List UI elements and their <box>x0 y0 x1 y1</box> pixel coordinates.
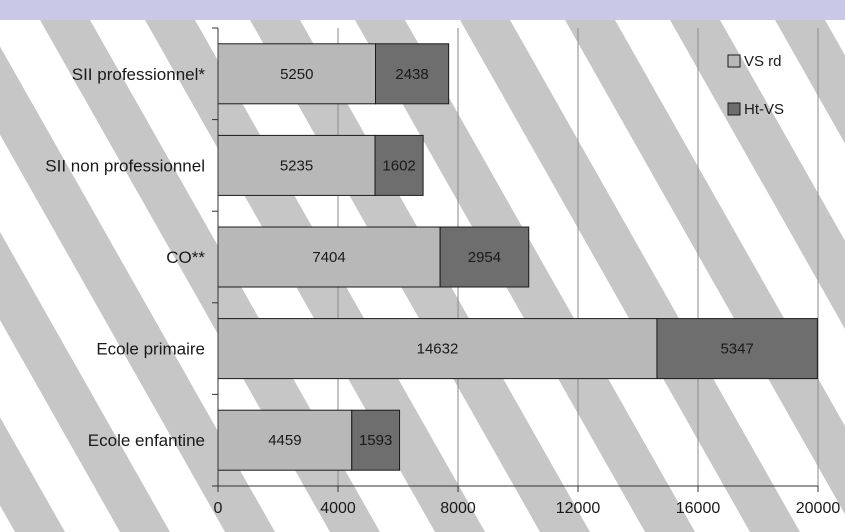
legend-swatch <box>727 54 741 68</box>
background-stripe <box>670 20 845 329</box>
background-stripe <box>565 20 845 515</box>
legend-swatch <box>727 102 741 116</box>
data-label: 2438 <box>395 66 428 83</box>
data-label: 5235 <box>280 157 313 174</box>
bar-segment <box>217 134 376 196</box>
data-label: 5347 <box>720 341 753 358</box>
x-tick-label: 12000 <box>556 500 601 517</box>
x-tick-label: 0 <box>214 500 223 517</box>
bar-segment <box>439 226 530 288</box>
data-label: 2954 <box>468 249 501 266</box>
legend-label: Ht-VS <box>744 101 784 118</box>
bar-segment <box>351 409 401 471</box>
data-label: 1602 <box>382 157 415 174</box>
background-stripe <box>0 417 65 532</box>
background-stripe <box>775 20 845 144</box>
x-tick-label: 16000 <box>676 500 721 517</box>
category-label: Ecole enfantine <box>88 431 205 450</box>
data-label: 4459 <box>268 432 301 449</box>
legend: VS rd Ht-VS <box>727 53 784 118</box>
category-label: SII professionnel* <box>72 65 206 84</box>
bar-segment <box>217 409 353 471</box>
bar-segment <box>375 43 450 105</box>
data-label: 5250 <box>280 66 313 83</box>
x-tick-label: 20000 <box>796 500 841 517</box>
background-stripe <box>0 46 275 532</box>
bar-segment <box>656 318 818 380</box>
bars: 5250 2438 5235 1602 7404 2954 14632 5347 4459 159… <box>217 43 818 471</box>
category-label: SII non professionnel <box>45 156 205 175</box>
bar-segment <box>374 134 424 196</box>
bar-segment <box>217 43 376 105</box>
background-stripe <box>460 20 800 532</box>
bar-segment <box>217 226 441 288</box>
x-tick-label: 4000 <box>320 500 356 517</box>
bar-segment <box>217 318 658 380</box>
top-band <box>0 0 845 20</box>
legend-label: VS rd <box>744 53 782 70</box>
category-label: Ecole primaire <box>96 340 205 359</box>
x-tick-label: 8000 <box>440 500 476 517</box>
category-label: CO** <box>166 248 205 267</box>
data-label: 14632 <box>417 341 459 358</box>
background-stripe <box>0 231 170 532</box>
axes: 0 4000 8000 12000 16000 20000 SII professionne… <box>45 27 841 517</box>
data-label: 7404 <box>312 249 345 266</box>
data-label: 1593 <box>359 432 392 449</box>
background-stripe <box>40 20 380 532</box>
